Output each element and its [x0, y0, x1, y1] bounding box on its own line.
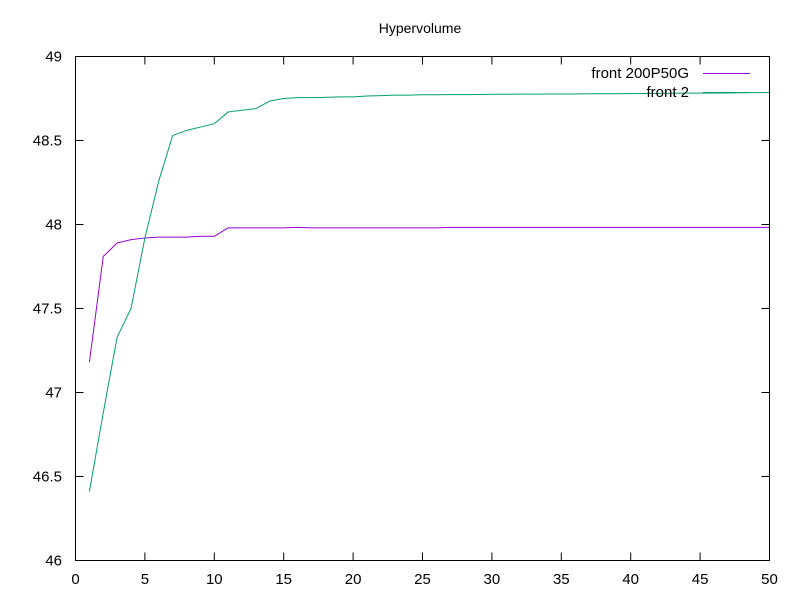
x-tick-label: 10 — [206, 571, 223, 588]
x-tick-label: 0 — [71, 571, 79, 588]
y-tick-label: 47.5 — [33, 301, 62, 318]
x-tick-label: 30 — [484, 571, 501, 588]
chart-title: Hypervolume — [379, 20, 462, 36]
y-tick-label: 46.5 — [33, 469, 62, 486]
x-tick-label: 25 — [414, 571, 431, 588]
axis-ticks: 0 5 10 15 20 25 30 35 40 45 50 46 46.5 47 47.5 48 48.5 49 — [33, 49, 778, 589]
x-tick-label: 40 — [622, 571, 639, 588]
series-line-front-200p50g — [88, 226, 770, 363]
y-tick-label: 48 — [45, 217, 62, 234]
x-tick-label: 20 — [345, 571, 362, 588]
x-tick-label: 35 — [553, 571, 570, 588]
series-line-front-2 — [88, 92, 770, 492]
x-tick-label: 45 — [692, 571, 709, 588]
y-tick-label: 47 — [45, 385, 62, 402]
x-tick-label: 15 — [275, 571, 292, 588]
legend-label-front-200p50g: front 200P50G — [591, 65, 689, 82]
x-tick-label: 50 — [761, 571, 778, 588]
series-lines — [88, 92, 770, 492]
plot-frame — [75, 56, 770, 561]
x-tick-label: 5 — [141, 571, 149, 588]
legend-label-front-2: front 2 — [646, 84, 689, 101]
legend: front 200P50G front 2 — [591, 65, 750, 101]
y-tick-label: 48.5 — [33, 133, 62, 150]
y-tick-label: 49 — [45, 49, 62, 66]
y-tick-label: 46 — [45, 553, 62, 570]
